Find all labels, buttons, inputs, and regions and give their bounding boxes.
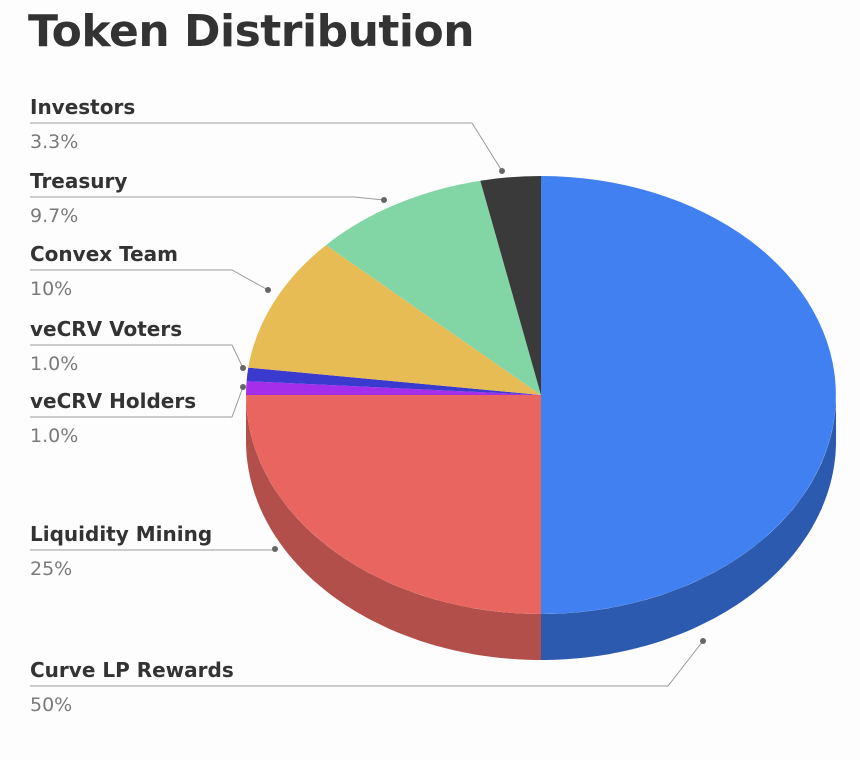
leader-dot-treasury (381, 197, 387, 203)
slice-value-liquidity-mining: 25% (30, 558, 72, 580)
leader-dot-vecrv-holders (240, 384, 246, 390)
leader-lines (30, 122, 706, 687)
slice-liquidity-mining (246, 395, 541, 614)
leader-dot-vecrv-voters (240, 365, 246, 371)
pie-top-layer (246, 176, 836, 614)
slice-value-treasury: 9.7% (30, 205, 78, 227)
slice-label-treasury: Treasury (30, 169, 127, 193)
slice-value-curve-lp-rewards: 50% (30, 694, 72, 716)
slice-value-investors: 3.3% (30, 131, 78, 153)
leader-dot-curve-lp-rewards (700, 638, 706, 644)
slice-value-convex-team: 10% (30, 278, 72, 300)
leader-line-vecrv-holders (30, 386, 244, 418)
slice-label-vecrv-holders: veCRV Holders (30, 389, 196, 413)
chart-title: Token Distribution (28, 6, 475, 57)
slice-investors (480, 176, 541, 395)
leader-line-investors (30, 122, 503, 172)
leader-line-curve-lp-rewards (30, 640, 704, 687)
slice-label-curve-lp-rewards: Curve LP Rewards (30, 658, 234, 682)
slice-value-vecrv-holders: 1.0% (30, 425, 78, 447)
leader-dot-investors (499, 168, 505, 174)
leader-line-vecrv-voters (30, 344, 244, 369)
slice-label-investors: Investors (30, 95, 135, 119)
slice-side-liquidity-mining (246, 395, 541, 660)
leader-line-convex-team (30, 269, 269, 291)
leader-line-treasury (30, 196, 385, 201)
slice-value-vecrv-voters: 1.0% (30, 353, 78, 375)
slice-convex-team (248, 245, 542, 395)
slice-labels: Curve LP Rewards 50% Liquidity Mining 25% ve… (30, 95, 234, 716)
slice-side-curve-lp-rewards (541, 395, 836, 660)
slice-treasury (326, 180, 541, 395)
slice-label-convex-team: Convex Team (30, 242, 178, 266)
slice-vecrv-voters (246, 367, 541, 395)
slice-label-vecrv-voters: veCRV Voters (30, 317, 182, 341)
pie-side-layer (246, 395, 836, 660)
slice-curve-lp-rewards (541, 176, 836, 614)
slice-label-liquidity-mining: Liquidity Mining (30, 522, 212, 546)
slice-vecrv-holders (246, 381, 541, 395)
leader-dot-convex-team (265, 287, 271, 293)
leader-dot-liquidity-mining (272, 546, 278, 552)
